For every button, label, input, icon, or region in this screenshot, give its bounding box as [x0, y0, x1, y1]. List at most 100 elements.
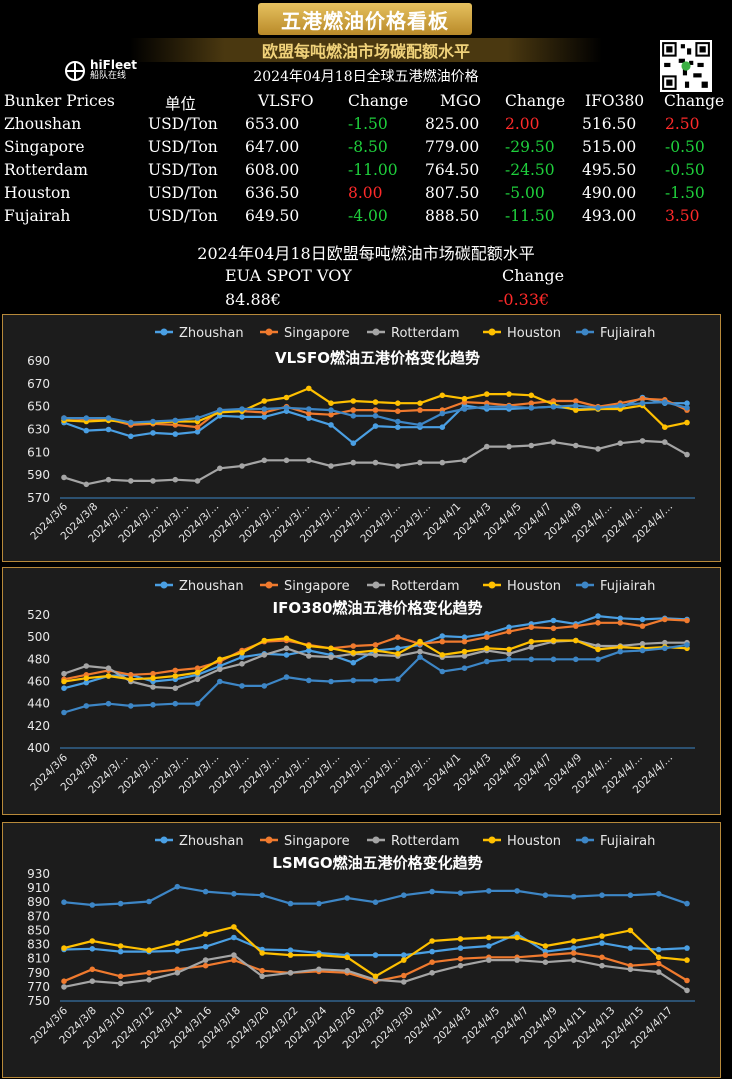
data-point-houston — [128, 676, 134, 683]
legend-item[interactable]: Rotterdam — [367, 834, 460, 849]
data-point-fujiairah — [117, 900, 124, 907]
legend-item[interactable]: Fujiairah — [576, 834, 655, 849]
y-tick-label: 930 — [27, 867, 50, 881]
data-point-rotterdam — [429, 970, 435, 976]
data-point-fujiairah — [461, 665, 468, 671]
legend-item[interactable]: Fujiairah — [576, 326, 655, 341]
legend-item[interactable]: Zhoushan — [155, 326, 244, 341]
data-point-zhoushan — [550, 617, 557, 624]
data-point-fujiairah — [639, 647, 646, 654]
lsmgo-chart: 7507707908108308508708909109302024/3/620… — [27, 834, 695, 1051]
data-point-zhoushan — [439, 633, 446, 639]
table-cell-ifo: 516.50 — [582, 115, 637, 133]
qr-code[interactable] — [660, 40, 712, 92]
table-cell-ifo-chg: -0.50 — [665, 161, 705, 179]
legend-item[interactable]: Houston — [483, 579, 561, 594]
data-point-houston — [194, 669, 201, 676]
ifo380-chart: 4004204404604805005202024/3/62024/3/8202… — [27, 579, 695, 796]
data-point-houston — [429, 938, 435, 944]
data-point-singapore — [194, 665, 201, 671]
data-point-rotterdam — [261, 457, 268, 464]
data-point-zhoushan — [401, 952, 407, 958]
data-point-fujiairah — [599, 892, 605, 898]
data-point-fujiairah — [395, 676, 401, 683]
legend-item[interactable]: Rotterdam — [367, 326, 460, 341]
data-point-houston — [344, 954, 351, 961]
data-point-rotterdam — [595, 446, 601, 452]
data-point-houston — [401, 957, 407, 963]
data-point-houston — [599, 933, 605, 939]
data-point-rotterdam — [174, 970, 181, 976]
legend-item[interactable]: Houston — [483, 834, 561, 849]
legend-item[interactable]: Singapore — [260, 326, 350, 341]
data-point-rotterdam — [105, 476, 112, 483]
date-line: 2024年04月18日全球五港燃油价格 — [253, 69, 479, 85]
data-point-rotterdam — [217, 465, 223, 472]
data-point-zhoushan — [372, 952, 379, 958]
data-point-houston — [461, 648, 468, 655]
eua-change-label: Change — [502, 266, 565, 285]
data-point-singapore — [89, 966, 96, 973]
data-point-houston — [395, 651, 401, 657]
data-point-rotterdam — [395, 463, 401, 469]
data-point-houston — [395, 400, 401, 406]
legend-item[interactable]: Zhoushan — [155, 579, 244, 594]
legend-item[interactable]: Houston — [483, 326, 561, 341]
data-point-singapore — [506, 628, 512, 635]
data-point-singapore — [259, 967, 266, 974]
data-point-singapore — [439, 638, 446, 645]
chart-title: IFO380燃油五港价格变化趋势 — [273, 599, 483, 617]
legend-item[interactable]: Zhoushan — [155, 834, 244, 849]
data-point-fujiairah — [350, 677, 357, 684]
ifo380-chart-panel: 400 420 440 460 480 500 520 2024/3/6 2024/3/8 202… — [2, 567, 721, 815]
data-point-fujiairah — [194, 700, 201, 707]
table-cell-ifo: 493.00 — [582, 207, 637, 225]
table-cell-mgo: 825.00 — [425, 115, 480, 133]
data-point-fujiairah — [344, 895, 351, 901]
legend-marker — [581, 836, 589, 844]
legend-marker — [160, 581, 168, 589]
data-point-fujiairah — [172, 700, 179, 707]
data-point-rotterdam — [306, 457, 312, 464]
table-cell-vlsfo-chg: -4.00 — [348, 207, 388, 225]
data-point-houston — [61, 678, 67, 685]
data-point-fujiairah — [506, 403, 512, 410]
data-point-zhoushan — [457, 945, 464, 951]
y-tick-label: 750 — [27, 994, 50, 1008]
legend-item[interactable]: Singapore — [260, 834, 350, 849]
data-point-fujiairah — [514, 888, 520, 894]
data-point-zhoushan — [117, 948, 124, 955]
table-cell-mgo-chg: -5.00 — [505, 184, 545, 202]
table-cell-ifo-chg: -0.50 — [665, 138, 705, 156]
data-point-houston — [662, 424, 668, 430]
data-point-zhoushan — [287, 947, 294, 953]
data-point-fujiairah — [542, 892, 549, 898]
data-point-fujiairah — [128, 703, 134, 709]
data-point-rotterdam — [599, 962, 605, 969]
table-cell-vlsfo: 649.50 — [245, 207, 300, 225]
data-point-houston — [684, 419, 690, 426]
data-point-rotterdam — [202, 957, 209, 963]
data-point-rotterdam — [461, 457, 468, 464]
data-point-singapore — [372, 407, 379, 413]
table-row: Rotterdam USD/Ton 608.00 -11.00 764.50 -24.50… — [0, 161, 732, 183]
legend-item[interactable]: Rotterdam — [367, 579, 460, 594]
data-point-fujiairah — [417, 654, 423, 660]
data-point-rotterdam — [283, 457, 290, 464]
data-point-rotterdam — [83, 481, 90, 488]
data-point-fujiairah — [287, 900, 294, 907]
table-cell-mgo: 807.50 — [425, 184, 480, 202]
table-cell-port: Fujairah — [4, 207, 71, 225]
data-point-houston — [259, 950, 266, 956]
data-point-houston — [350, 398, 357, 404]
data-point-fujiairah — [217, 678, 223, 685]
data-point-houston — [239, 649, 245, 656]
y-tick-label: 770 — [27, 980, 50, 994]
data-point-fujiairah — [306, 677, 312, 684]
data-point-fujiairah — [83, 415, 90, 421]
table-cell-ifo: 495.50 — [582, 161, 637, 179]
legend-item[interactable]: Fujiairah — [576, 579, 655, 594]
data-point-rotterdam — [401, 979, 407, 985]
data-point-rotterdam — [105, 665, 112, 671]
legend-item[interactable]: Singapore — [260, 579, 350, 594]
